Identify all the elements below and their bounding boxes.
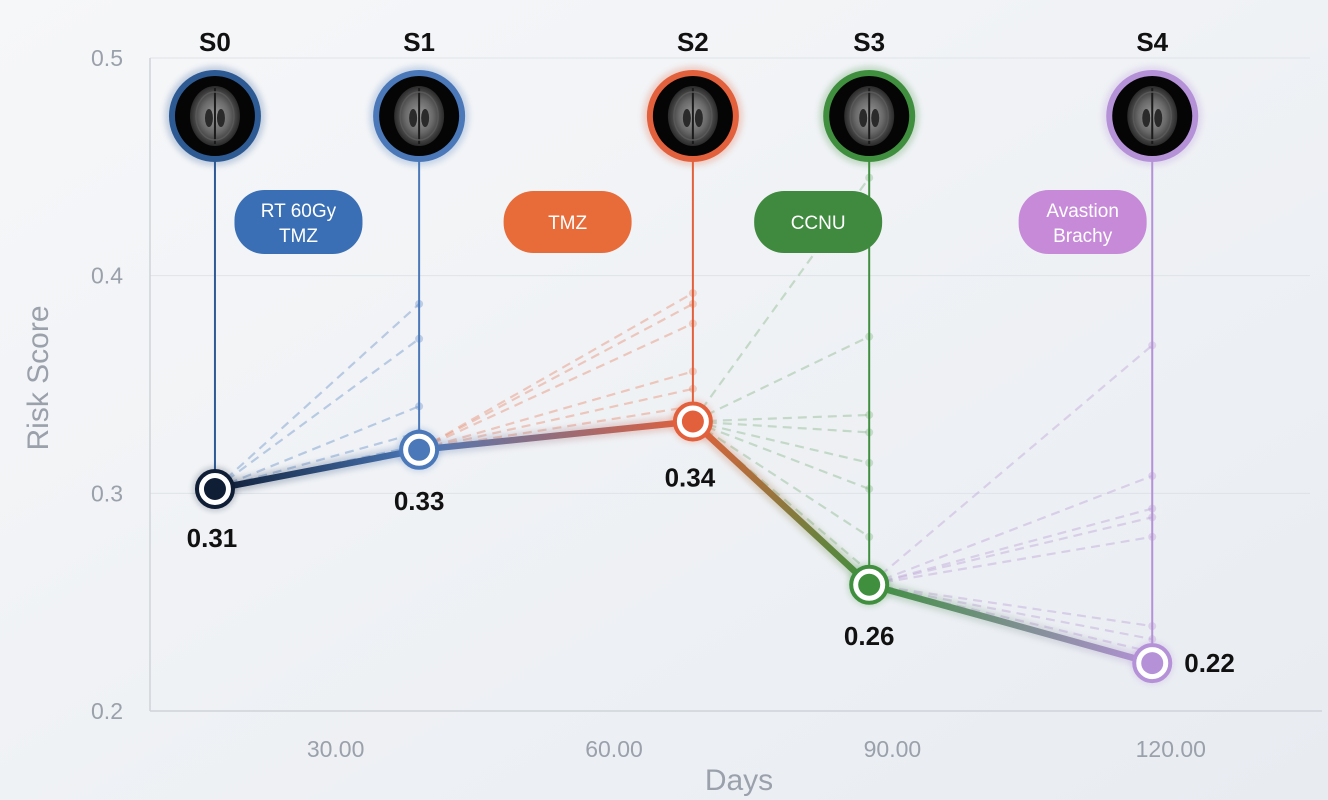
risk-trajectory bbox=[207, 414, 1160, 671]
brain-contour bbox=[1132, 91, 1172, 141]
stage-s0: S0 bbox=[164, 27, 265, 166]
y-tick-label: 0.4 bbox=[91, 263, 123, 289]
x-axis-title: Days bbox=[705, 764, 773, 797]
brain-ventricle bbox=[409, 109, 418, 127]
trajectory-segment bbox=[689, 418, 873, 589]
point-core bbox=[203, 477, 226, 500]
treatment-pill: CCNU bbox=[754, 191, 883, 253]
value-label: 0.31 bbox=[187, 523, 238, 553]
brain-ventricle bbox=[871, 109, 880, 127]
treatment-pill: TMZ bbox=[503, 191, 632, 253]
projection-line bbox=[692, 420, 870, 464]
y-axis-title: Risk Score bbox=[22, 305, 55, 450]
brain-contour bbox=[673, 91, 713, 141]
projection-line bbox=[868, 474, 1153, 586]
point-core bbox=[408, 438, 431, 461]
data-point bbox=[397, 427, 442, 472]
treatment-pill-bg bbox=[754, 191, 883, 253]
projection-line bbox=[868, 516, 1153, 586]
treatment-pill-bg bbox=[234, 190, 363, 254]
stage-label: S1 bbox=[403, 27, 435, 57]
projection-line bbox=[869, 535, 1153, 586]
projection-line bbox=[418, 302, 694, 451]
x-tick-label: 90.00 bbox=[864, 736, 922, 762]
stage-s2: S2 bbox=[642, 27, 743, 166]
y-tick-label: 0.3 bbox=[91, 480, 123, 506]
projection-line bbox=[868, 507, 1153, 586]
x-tick-label: 60.00 bbox=[585, 736, 643, 762]
labels: 0.31 0.33 0.34 0.26 0.22 bbox=[187, 463, 1235, 679]
treatment-pill-text: Brachy bbox=[1053, 226, 1113, 247]
treatment-pill-bg bbox=[503, 191, 632, 253]
stage-label: S2 bbox=[677, 27, 709, 57]
projection-line bbox=[418, 292, 694, 451]
brain-ventricle bbox=[1142, 109, 1151, 127]
stage-s3: S3 bbox=[819, 27, 920, 166]
point-core bbox=[1141, 652, 1164, 675]
brain-contour bbox=[399, 91, 439, 141]
trajectory-segment bbox=[415, 418, 697, 454]
data-point bbox=[192, 466, 237, 511]
treatment-pill-text: Avastion bbox=[1046, 201, 1119, 222]
treatment-pill-text: RT 60Gy bbox=[261, 201, 337, 222]
stage-s1: S1 bbox=[369, 27, 470, 166]
projection-line bbox=[692, 420, 870, 491]
value-label: 0.33 bbox=[394, 486, 445, 516]
value-label: 0.22 bbox=[1184, 648, 1235, 678]
stage-scans: S0 S1 S2 S3 S4 bbox=[164, 27, 1203, 166]
brain-contour bbox=[195, 91, 235, 141]
brain-ventricle bbox=[1154, 109, 1163, 127]
value-label: 0.26 bbox=[844, 621, 895, 651]
stage-label: S0 bbox=[199, 27, 231, 57]
stage-label: S3 bbox=[853, 27, 885, 57]
brain-ventricle bbox=[421, 109, 430, 127]
data-point bbox=[847, 562, 892, 607]
point-core bbox=[681, 410, 704, 433]
data-point bbox=[670, 399, 715, 444]
treatment-pill: Avastion Brachy bbox=[1018, 190, 1147, 254]
projection-line bbox=[214, 337, 420, 490]
data-point bbox=[1130, 641, 1175, 686]
treatment-pill-text: TMZ bbox=[279, 226, 318, 247]
x-tick-label: 30.00 bbox=[307, 736, 365, 762]
projection-line bbox=[868, 344, 1153, 586]
x-tick-label: 120.00 bbox=[1136, 736, 1206, 762]
point-core bbox=[858, 573, 881, 596]
y-tick-label: 0.5 bbox=[91, 45, 123, 71]
brain-ventricle bbox=[859, 109, 868, 127]
treatment-pill-bg bbox=[1018, 190, 1147, 254]
axes: 0.2 0.3 0.4 0.5 30.00 60.00 90.00 120.00 Days Ris… bbox=[22, 45, 1322, 797]
brain-ventricle bbox=[204, 109, 213, 127]
projection-line bbox=[418, 370, 694, 451]
value-label: 0.34 bbox=[665, 463, 716, 493]
brain-ventricle bbox=[216, 109, 225, 127]
treatment-labels: RT 60Gy TMZ TMZ CCNU Avastion Brachy bbox=[234, 190, 1147, 254]
brain-ventricle bbox=[694, 109, 703, 127]
treatment-pill-text: TMZ bbox=[548, 213, 587, 234]
projection-line bbox=[692, 335, 870, 423]
trajectory-segment bbox=[211, 446, 423, 493]
brain-ventricle bbox=[682, 109, 691, 127]
treatment-pill: RT 60Gy TMZ bbox=[234, 190, 363, 254]
brain-contour bbox=[849, 91, 889, 141]
stage-s4: S4 bbox=[1102, 27, 1203, 166]
data-points bbox=[192, 399, 1175, 686]
trajectory-segment bbox=[865, 581, 1156, 667]
projection-line bbox=[214, 405, 420, 490]
projection-line bbox=[214, 303, 420, 490]
treatment-pill-text: CCNU bbox=[791, 213, 846, 234]
stage-label: S4 bbox=[1136, 27, 1168, 57]
projection-line bbox=[691, 177, 871, 423]
y-tick-label: 0.2 bbox=[91, 698, 123, 724]
projection-line bbox=[418, 322, 694, 451]
